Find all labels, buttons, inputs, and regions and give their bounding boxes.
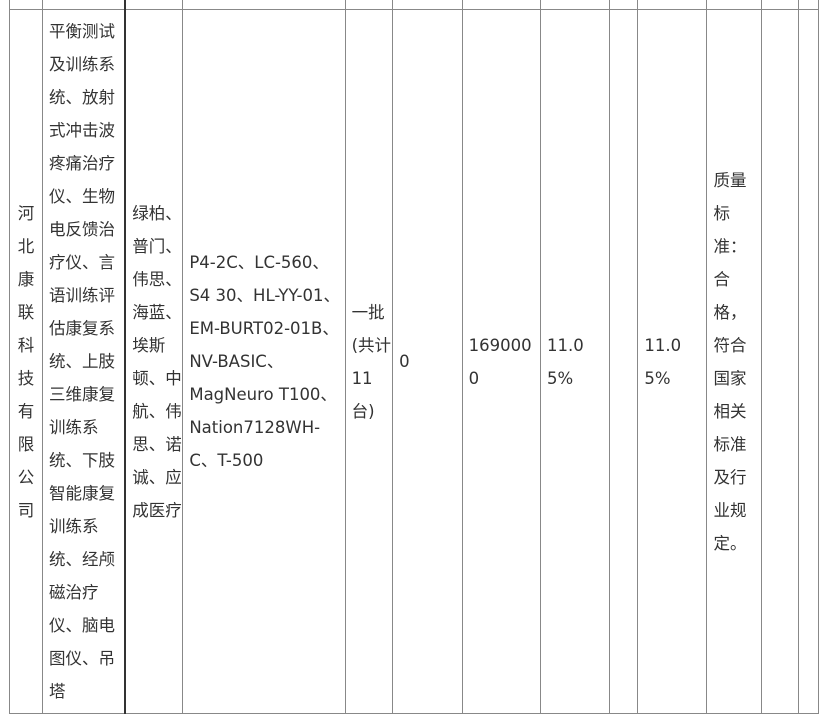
cell (344, 0, 394, 10)
cell (706, 0, 763, 10)
cell (609, 0, 639, 10)
table-row-top (9, 0, 819, 10)
cell (9, 0, 43, 10)
rate-a-cell: 11.05% (539, 9, 611, 714)
procurement-table: 河北康联科技有限公司 平衡测试及训练系统、放射式冲击波疼痛治疗仪、生物电反馈治疗… (9, 0, 819, 714)
value-a-cell: 0 (392, 9, 463, 714)
amount-cell: 1690000 (461, 9, 542, 714)
table-row: 河北康联科技有限公司 平衡测试及训练系统、放射式冲击波疼痛治疗仪、生物电反馈治疗… (9, 9, 819, 714)
cell (41, 0, 127, 10)
value-c-cell (761, 9, 800, 714)
quality-cell: 质量标准：合格，符合国家相关标准及行业规定。 (706, 9, 763, 714)
cell (637, 0, 708, 10)
supplier-cell: 河北康联科技有限公司 (9, 9, 43, 714)
products-cell: 平衡测试及训练系统、放射式冲击波疼痛治疗仪、生物电反馈治疗仪、言语训练评估康复系… (41, 9, 127, 714)
cell (798, 0, 819, 10)
cell (761, 0, 800, 10)
cell (124, 0, 184, 10)
value-b-cell (609, 9, 639, 714)
models-cell: P4-2C、LC-560、S4 30、HL-YY-01、EM-BURT02-01… (182, 9, 346, 714)
cell (461, 0, 542, 10)
brands-cell: 绿柏、普门、伟思、海蓝、埃斯顿、中航、伟思、诺诚、应成医疗 (124, 9, 184, 714)
cell (392, 0, 463, 10)
cell (182, 0, 346, 10)
cell (539, 0, 611, 10)
cell (798, 9, 819, 714)
quantity-cell: 一批(共计11台) (344, 9, 394, 714)
rate-b-cell: 11.05% (637, 9, 708, 714)
